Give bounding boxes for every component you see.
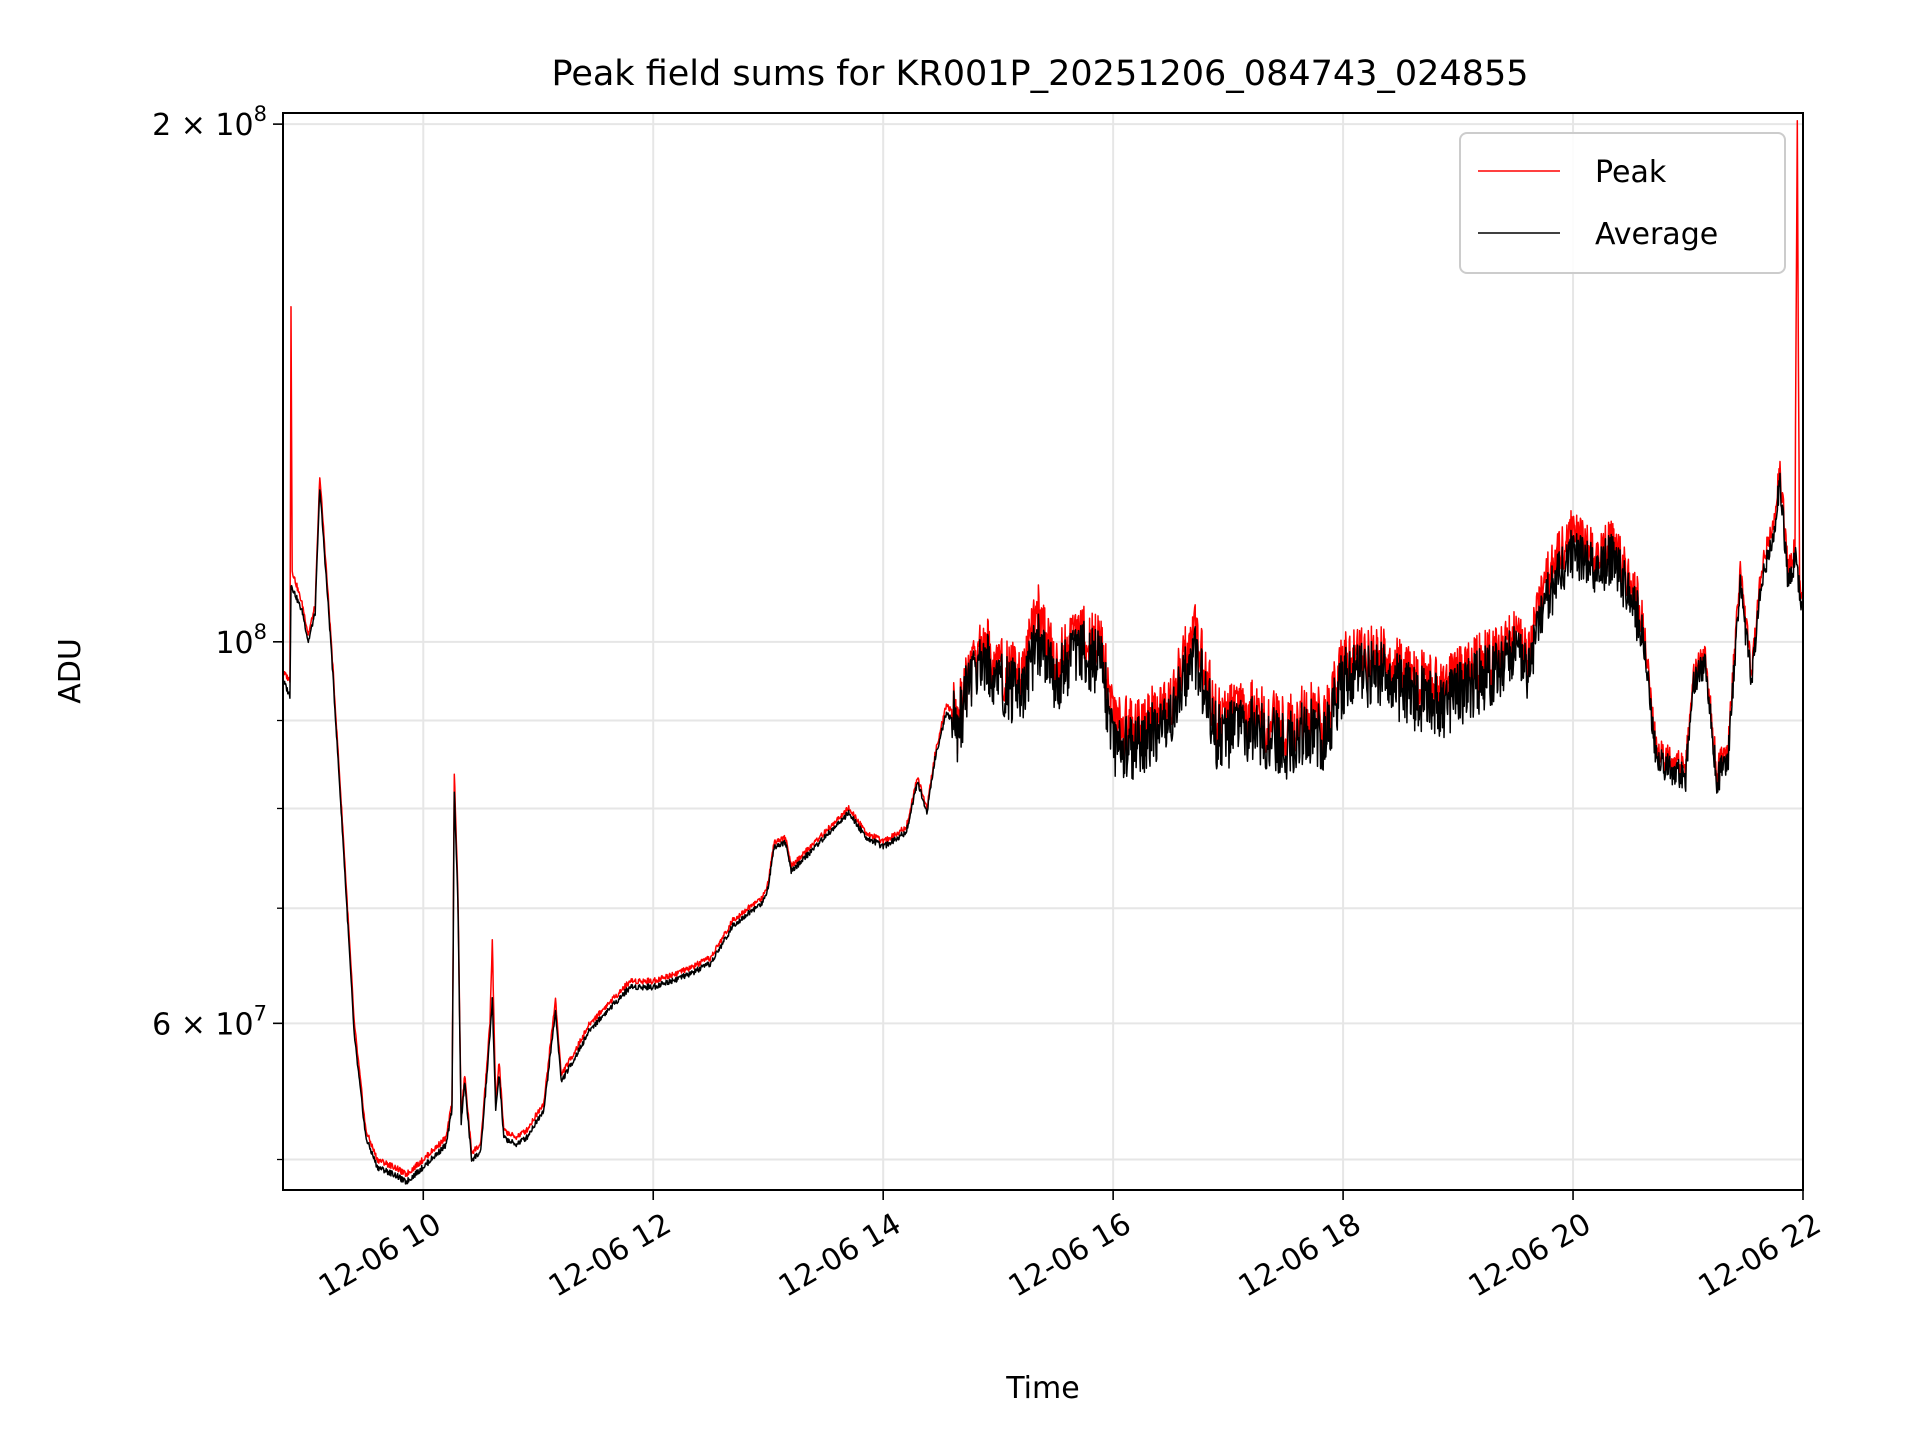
- y-tick-label-exponent: 8: [254, 620, 267, 644]
- x-axis-label: Time: [1005, 1371, 1079, 1406]
- y-tick-label: 108: [215, 620, 267, 661]
- legend-label-average: Average: [1595, 217, 1718, 252]
- y-tick-label-base: 6 × 10: [152, 1007, 253, 1042]
- legend-box: [1459, 132, 1786, 274]
- y-tick-label-exponent: 7: [254, 1001, 267, 1025]
- plot-frame: [282, 112, 1804, 1191]
- series-line-peak: [283, 119, 1803, 1178]
- series-layer: [283, 119, 1803, 1185]
- y-axis-label: ADU: [53, 638, 88, 704]
- y-tick-label-base: 10: [215, 626, 253, 661]
- y-tick-label: 6 × 107: [152, 1001, 267, 1042]
- y-tick-label: 2 × 108: [152, 102, 267, 143]
- legend-label-peak: Peak: [1595, 155, 1667, 190]
- series-line-average: [283, 472, 1803, 1185]
- grid: [283, 113, 1804, 1190]
- chart-title: Peak field sums for KR001P_20251206_0847…: [551, 54, 1528, 94]
- y-tick-label-base: 2 × 10: [152, 108, 253, 143]
- y-tick-label-exponent: 8: [254, 102, 267, 126]
- legend: Peak Average: [1459, 132, 1786, 274]
